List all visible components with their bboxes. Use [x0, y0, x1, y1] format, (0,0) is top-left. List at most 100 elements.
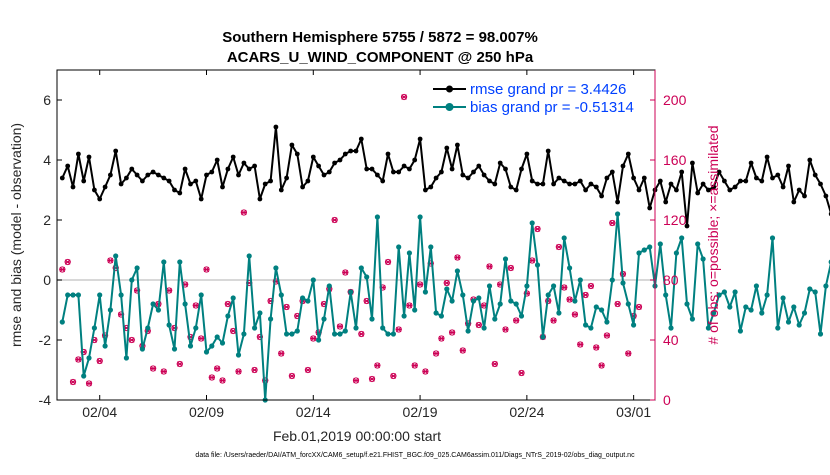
y-right-tick-label: 0	[663, 392, 671, 408]
rmse-point	[545, 148, 551, 154]
bias-point	[647, 244, 653, 250]
bias-point	[737, 328, 744, 334]
rmse-point	[236, 172, 241, 178]
rmse-point	[124, 175, 129, 181]
bias-point	[486, 283, 493, 289]
rmse-point	[134, 172, 140, 178]
bias-point	[748, 307, 754, 313]
legend-bias-label: bias grand pr = -0.51314	[470, 99, 634, 116]
rmse-point	[444, 145, 450, 151]
obs-assimilated-marker	[59, 266, 66, 273]
rmse-point	[375, 172, 380, 178]
rmse-point	[246, 166, 252, 172]
y-right-tick-label: 40	[663, 332, 679, 348]
rmse-point	[588, 181, 594, 187]
bias-point	[615, 211, 621, 217]
obs-assimilated-marker	[422, 368, 429, 375]
obs-assimilated-marker	[278, 350, 285, 357]
rmse-point	[273, 124, 279, 130]
rmse-point	[465, 175, 471, 181]
obs-assimilated-marker	[443, 280, 450, 286]
bias-point	[796, 322, 802, 328]
rmse-point	[796, 187, 802, 193]
bias-point	[625, 301, 631, 307]
rmse-point	[353, 148, 359, 154]
bias-point	[561, 235, 567, 241]
rmse-point	[262, 181, 268, 187]
obs-assimilated-marker	[550, 317, 557, 324]
bias-point	[246, 253, 252, 259]
rmse-point	[732, 184, 738, 190]
obs-assimilated-marker	[635, 304, 642, 310]
rmse-point	[631, 175, 636, 181]
rmse-point	[471, 169, 476, 175]
rmse-point	[449, 166, 455, 172]
rmse-point	[513, 187, 519, 193]
rmse-point	[358, 136, 364, 142]
bias-point	[492, 316, 498, 322]
rmse-point	[754, 175, 759, 181]
bias-point	[65, 292, 71, 298]
bias-point	[294, 328, 300, 334]
bias-point	[759, 310, 765, 316]
bias-point	[620, 280, 626, 286]
obs-assimilated-marker	[240, 209, 247, 216]
obs-assimilated-marker	[353, 377, 359, 384]
rmse-point	[519, 166, 524, 172]
rmse-point	[305, 178, 311, 184]
obs-assimilated-marker	[374, 362, 381, 369]
obs-assimilated-marker	[555, 244, 562, 250]
bias-point	[75, 292, 81, 298]
obs-assimilated-marker	[369, 376, 376, 382]
bias-point	[636, 250, 642, 256]
obs-assimilated-marker	[491, 361, 498, 367]
obs-assimilated-marker	[160, 368, 167, 375]
bias-point	[422, 289, 428, 295]
rmse-point	[577, 178, 583, 184]
bias-point	[134, 265, 140, 271]
bias-point	[59, 319, 65, 325]
rmse-point	[140, 178, 145, 184]
rmse-point	[161, 175, 167, 181]
bias-point	[769, 235, 776, 241]
bias-point	[668, 325, 674, 331]
rmse-point	[695, 190, 701, 196]
rmse-point	[401, 163, 407, 169]
rmse-point	[193, 178, 199, 184]
bias-point	[572, 298, 578, 304]
bias-point	[203, 349, 210, 355]
bias-point	[545, 292, 551, 298]
rmse-point	[775, 172, 781, 178]
rmse-point	[241, 160, 247, 166]
rmse-point	[818, 181, 823, 187]
bias-point	[567, 265, 573, 271]
rmse-point	[182, 166, 188, 172]
bias-point	[454, 268, 460, 274]
rmse-point	[172, 187, 177, 193]
obs-assimilated-marker	[304, 367, 311, 373]
x-tick-label: 03/01	[616, 404, 651, 420]
rmse-point	[529, 178, 535, 184]
bias-point	[631, 322, 637, 328]
bias-point	[684, 301, 690, 307]
bias-point	[70, 292, 76, 298]
rmse-point	[257, 196, 263, 202]
bias-point	[268, 316, 274, 322]
bias-point	[342, 328, 348, 334]
rmse-point	[417, 136, 423, 142]
bias-point	[727, 304, 733, 310]
rmse-point	[508, 184, 514, 190]
bias-point	[540, 334, 546, 340]
rmse-point	[641, 175, 647, 181]
bias-point	[364, 274, 370, 280]
x-tick-label: 02/14	[296, 404, 331, 420]
rmse-point	[625, 151, 631, 157]
rmse-point	[460, 172, 466, 178]
bias-point	[161, 259, 167, 265]
obs-assimilated-marker	[363, 298, 370, 304]
bias-point	[732, 289, 738, 295]
obs-assimilated-marker	[358, 331, 365, 337]
obs-assimilated-marker	[438, 335, 445, 342]
rmse-point	[188, 181, 193, 187]
rmse-point	[690, 160, 695, 166]
